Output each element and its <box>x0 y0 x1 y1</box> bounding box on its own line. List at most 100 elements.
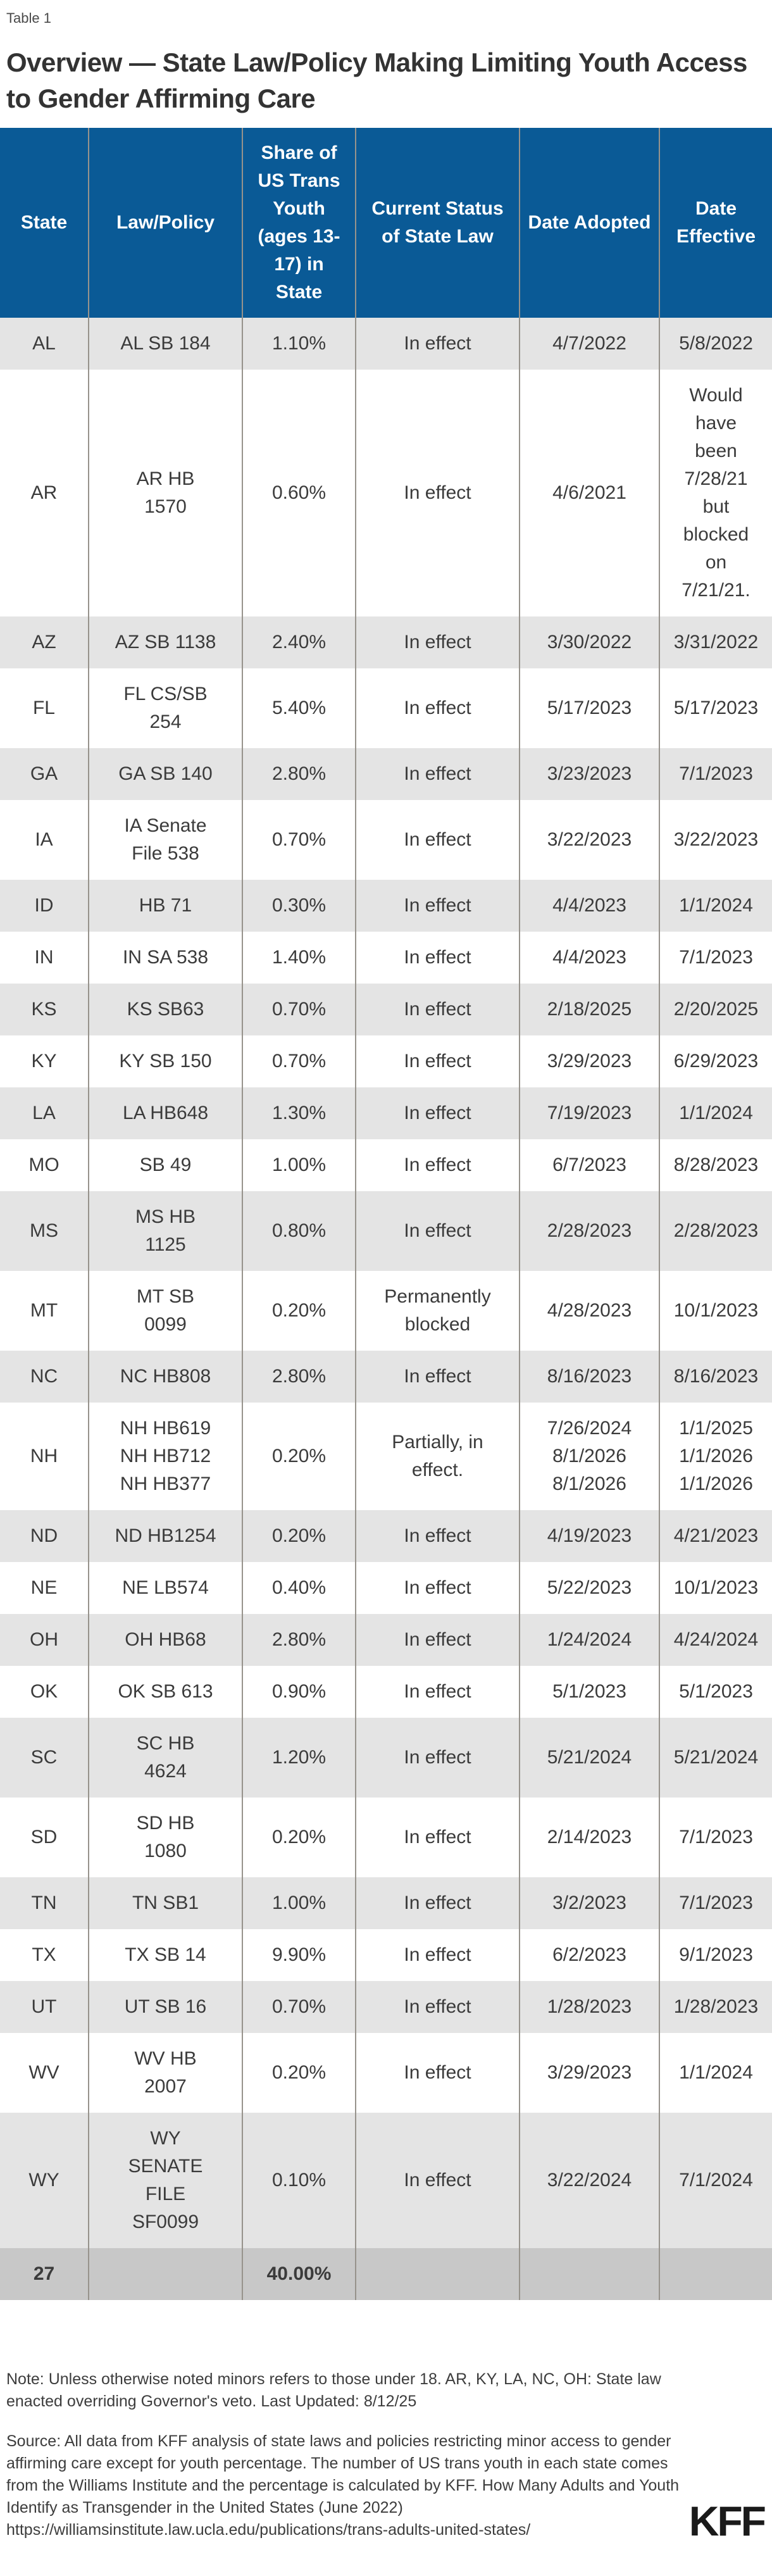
cell-status: In effect <box>355 2033 520 2113</box>
cell-state: GA <box>0 748 89 801</box>
cell-effective: 8/28/2023 <box>659 1139 772 1192</box>
cell-status: In effect <box>355 1798 520 1878</box>
cell-share: 0.20% <box>242 1403 356 1511</box>
table-row: OK OK SB 613 0.90% In effect 5/1/2023 5/1/202… <box>0 1666 772 1718</box>
cell-share: 0.80% <box>242 1191 356 1272</box>
cell-law: OK SB 613 <box>88 1666 242 1718</box>
cell-state: MT <box>0 1271 89 1351</box>
cell-effective: 8/16/2023 <box>659 1351 772 1403</box>
cell-adopted: 3/22/2023 <box>519 800 659 880</box>
cell-adopted: 3/22/2024 <box>519 2113 659 2249</box>
cell-law: MT SB 0099 <box>88 1271 242 1351</box>
cell-state: NE <box>0 1562 89 1615</box>
cell-state: NH <box>0 1403 89 1511</box>
cell-status: In effect <box>355 1087 520 1140</box>
cell-state: ID <box>0 880 89 932</box>
cell-status: In effect <box>355 318 520 370</box>
cell-effective <box>659 2248 772 2301</box>
column-header-effective: Date Effective <box>659 128 772 318</box>
cell-law: TN SB1 <box>88 1877 242 1930</box>
cell-status: In effect <box>355 1614 520 1666</box>
cell-share: 0.70% <box>242 1981 356 2034</box>
column-header-adopted: Date Adopted <box>519 128 659 318</box>
table-row: WY WY SENATE FILE SF0099 0.10% In effect 3/2… <box>0 2113 772 2249</box>
column-header-share: Share of US Trans Youth (ages 13-17) in … <box>242 128 356 318</box>
cell-status: In effect <box>355 616 520 669</box>
cell-state: TX <box>0 1929 89 1982</box>
cell-law: SD HB 1080 <box>88 1798 242 1878</box>
cell-law: KY SB 150 <box>88 1035 242 1088</box>
cell-adopted: 4/7/2022 <box>519 318 659 370</box>
cell-state: KS <box>0 984 89 1036</box>
cell-state: ND <box>0 1510 89 1563</box>
cell-state: TN <box>0 1877 89 1930</box>
cell-law: NC HB808 <box>88 1351 242 1403</box>
cell-state: WV <box>0 2033 89 2113</box>
cell-law <box>88 2248 242 2301</box>
cell-effective: 7/1/2023 <box>659 1798 772 1878</box>
table-row: LA LA HB648 1.30% In effect 7/19/2023 1/1/202… <box>0 1087 772 1140</box>
cell-status: In effect <box>355 668 520 749</box>
cell-law: WY SENATE FILE SF0099 <box>88 2113 242 2249</box>
cell-law: OH HB68 <box>88 1614 242 1666</box>
cell-status: In effect <box>355 1510 520 1563</box>
table-row: SC SC HB 4624 1.20% In effect 5/21/2024 5/21/… <box>0 1718 772 1798</box>
table-row: MO SB 49 1.00% In effect 6/7/2023 8/28/2023 <box>0 1139 772 1192</box>
cell-law: MS HB 1125 <box>88 1191 242 1272</box>
cell-state: FL <box>0 668 89 749</box>
cell-effective: 1/28/2023 <box>659 1981 772 2034</box>
cell-status: In effect <box>355 2113 520 2249</box>
cell-effective: 3/31/2022 <box>659 616 772 669</box>
cell-effective: 3/22/2023 <box>659 800 772 880</box>
cell-status: In effect <box>355 800 520 880</box>
cell-effective: 1/1/2024 <box>659 880 772 932</box>
table-row: ID HB 71 0.30% In effect 4/4/2023 1/1/2024 <box>0 880 772 932</box>
cell-law: IA Senate File 538 <box>88 800 242 880</box>
cell-adopted <box>519 2248 659 2301</box>
cell-state: SD <box>0 1798 89 1878</box>
cell-adopted: 4/19/2023 <box>519 1510 659 1563</box>
cell-share: 1.40% <box>242 932 356 984</box>
cell-adopted: 3/2/2023 <box>519 1877 659 1930</box>
table-row: TX TX SB 14 9.90% In effect 6/2/2023 9/1/2023 <box>0 1929 772 1982</box>
cell-adopted: 2/18/2025 <box>519 984 659 1036</box>
cell-share: 0.60% <box>242 370 356 617</box>
cell-law: WV HB 2007 <box>88 2033 242 2113</box>
table-row: GA GA SB 140 2.80% In effect 3/23/2023 7/1/20… <box>0 748 772 801</box>
column-header-law: Law/Policy <box>88 128 242 318</box>
cell-state: IA <box>0 800 89 880</box>
cell-state: OH <box>0 1614 89 1666</box>
cell-effective: 6/29/2023 <box>659 1035 772 1088</box>
cell-state: MO <box>0 1139 89 1192</box>
cell-law: UT SB 16 <box>88 1981 242 2034</box>
cell-effective: 1/1/2024 <box>659 1087 772 1140</box>
table-body: AL AL SB 184 1.10% In effect 4/7/2022 5/8/202… <box>0 318 772 2301</box>
cell-adopted: 5/1/2023 <box>519 1666 659 1718</box>
cell-status: Partially, in effect. <box>355 1403 520 1511</box>
cell-status: In effect <box>355 932 520 984</box>
table-row: OH OH HB68 2.80% In effect 1/24/2024 4/24/202… <box>0 1614 772 1666</box>
table-row: KS KS SB63 0.70% In effect 2/18/2025 2/20/202… <box>0 984 772 1036</box>
cell-adopted: 4/6/2021 <box>519 370 659 617</box>
table-row: FL FL CS/SB 254 5.40% In effect 5/17/2023 5/1… <box>0 668 772 749</box>
cell-status: In effect <box>355 370 520 617</box>
cell-law: SC HB 4624 <box>88 1718 242 1798</box>
cell-state: NC <box>0 1351 89 1403</box>
source-link[interactable]: https://williamsinstitute.law.ucla.edu/p… <box>6 2521 531 2539</box>
cell-adopted: 8/16/2023 <box>519 1351 659 1403</box>
table-header-row: State Law/Policy Share of US Trans Youth… <box>0 128 772 318</box>
cell-state: UT <box>0 1981 89 2034</box>
cell-share: 0.70% <box>242 1035 356 1088</box>
cell-state: IN <box>0 932 89 984</box>
cell-law: LA HB648 <box>88 1087 242 1140</box>
cell-adopted: 7/26/2024 8/1/2026 8/1/2026 <box>519 1403 659 1511</box>
cell-share: 2.80% <box>242 1351 356 1403</box>
cell-share: 0.10% <box>242 2113 356 2249</box>
state-law-table: State Law/Policy Share of US Trans Youth… <box>0 128 772 2301</box>
cell-state: SC <box>0 1718 89 1798</box>
table-number-label: Table 1 <box>6 10 51 26</box>
cell-effective: 10/1/2023 <box>659 1271 772 1351</box>
cell-effective: 4/24/2024 <box>659 1614 772 1666</box>
cell-state: AZ <box>0 616 89 669</box>
cell-effective: 2/28/2023 <box>659 1191 772 1272</box>
